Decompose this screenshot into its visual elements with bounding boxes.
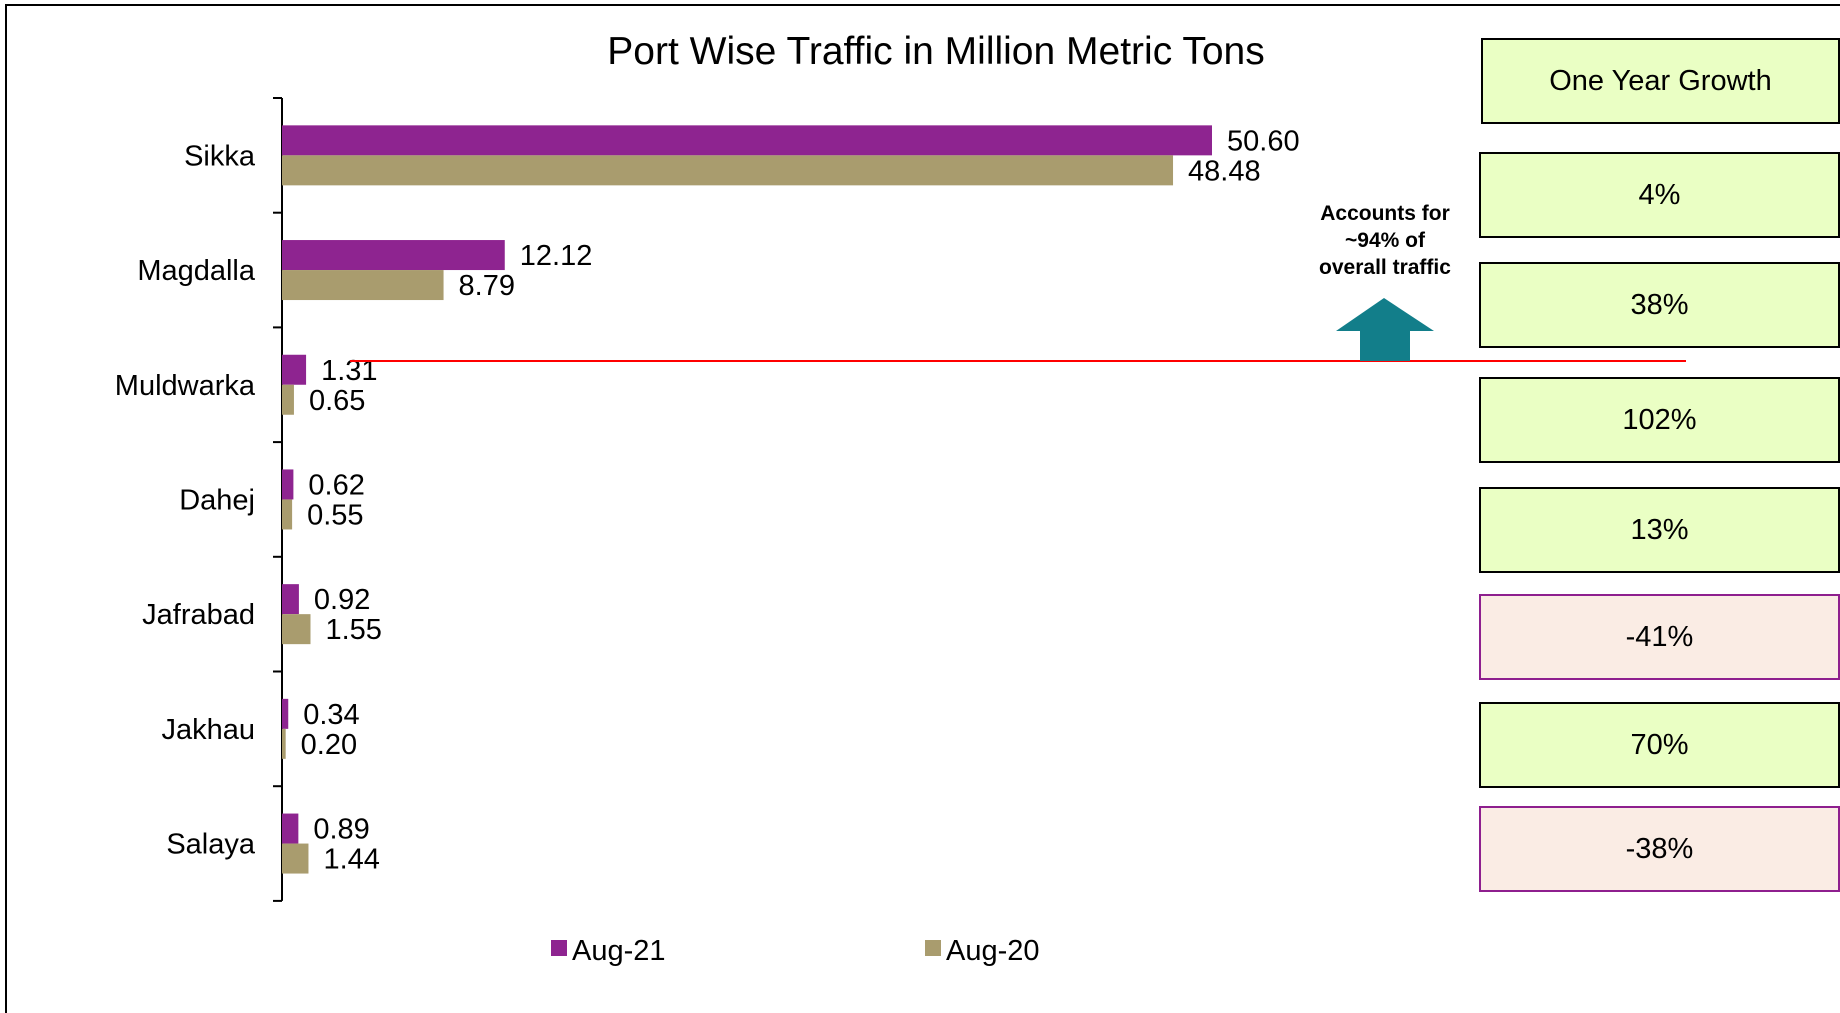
data-label: 48.48 [1188, 155, 1261, 187]
slide-frame [5, 4, 1840, 1013]
data-label: 50.60 [1227, 125, 1300, 157]
bar-aug-20 [282, 843, 309, 874]
note-line-3: overall traffic [1319, 256, 1451, 279]
bar-aug-21 [282, 469, 294, 500]
bar-aug-20 [282, 728, 286, 759]
growth-value-box: -41% [1479, 594, 1840, 680]
data-label: 0.34 [303, 699, 359, 731]
up-arrow-icon [1336, 298, 1434, 361]
bar-aug-21 [282, 698, 289, 729]
note-line-2: ~94% of [1345, 229, 1425, 252]
chart-title: Port Wise Traffic in Million Metric Tons [607, 30, 1264, 73]
note-line-1: Accounts for [1320, 202, 1450, 225]
data-label: 8.79 [459, 270, 515, 302]
data-label: 0.20 [301, 729, 357, 761]
bar-aug-21 [282, 240, 505, 271]
growth-value-box: 13% [1479, 487, 1840, 573]
category-label: Sikka [184, 140, 256, 172]
bar-aug-20 [282, 384, 294, 415]
data-label: 1.44 [323, 844, 379, 876]
legend-swatch [925, 940, 941, 956]
growth-value-box: 70% [1479, 702, 1840, 788]
data-label: 0.65 [309, 385, 365, 417]
category-label: Salaya [166, 829, 256, 861]
bar-aug-20 [282, 155, 1174, 186]
category-label: Jafrabad [142, 599, 255, 631]
category-label: Magdalla [137, 255, 256, 287]
growth-value-box: 38% [1479, 262, 1840, 348]
data-label: 12.12 [520, 240, 593, 272]
bar-aug-20 [282, 614, 311, 645]
traffic-share-note: Accounts for ~94% of overall traffic [1290, 200, 1480, 281]
growth-value-box: -38% [1479, 806, 1840, 892]
category-label: Dahej [179, 484, 255, 516]
data-label: 1.31 [321, 355, 377, 387]
legend-label: Aug-21 [572, 935, 666, 967]
legend-label: Aug-20 [946, 935, 1040, 967]
category-label: Muldwarka [115, 370, 256, 402]
bar-aug-21 [282, 354, 307, 385]
bar-aug-20 [282, 499, 293, 530]
growth-value-box: 4% [1479, 152, 1840, 238]
growth-value-box: 102% [1479, 377, 1840, 463]
data-label: 0.55 [307, 499, 363, 531]
bar-aug-20 [282, 270, 444, 301]
data-label: 0.62 [308, 469, 364, 501]
bar-aug-21 [282, 813, 299, 844]
data-label: 0.89 [313, 814, 369, 846]
bar-aug-21 [282, 584, 299, 615]
bar-aug-21 [282, 125, 1212, 156]
data-label: 1.55 [325, 614, 381, 646]
data-label: 0.92 [314, 584, 370, 616]
legend-swatch [551, 940, 567, 956]
growth-header: One Year Growth [1481, 38, 1840, 124]
category-label: Jakhau [161, 714, 255, 746]
